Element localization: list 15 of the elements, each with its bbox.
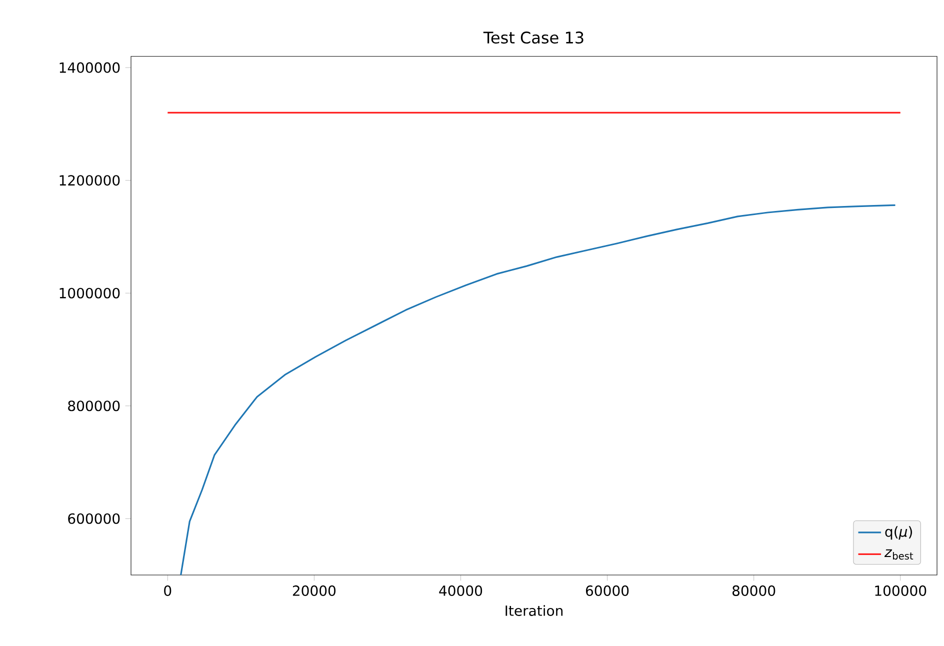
y-tick-label: 800000: [68, 400, 120, 412]
legend-label: q(μ): [885, 526, 912, 540]
y-tick-label: 600000: [68, 513, 120, 524]
chart-title: Test Case 13: [483, 32, 584, 44]
x-tick-label: 80000: [732, 585, 776, 596]
legend-label: z$_{best}$: [884, 549, 914, 560]
x-tick-label: 60000: [586, 585, 629, 596]
x-tick-label: 20000: [292, 585, 336, 596]
y-tick-label: 1000000: [60, 288, 120, 298]
y-tick-label: 1400000: [60, 62, 120, 73]
x-tick-label: 40000: [439, 585, 482, 596]
x-axis-title: Iteration: [506, 605, 563, 616]
x-tick-label: 0: [164, 585, 172, 596]
x-tick-label: 100000: [875, 585, 926, 596]
y-tick-label: 1200000: [60, 175, 120, 186]
